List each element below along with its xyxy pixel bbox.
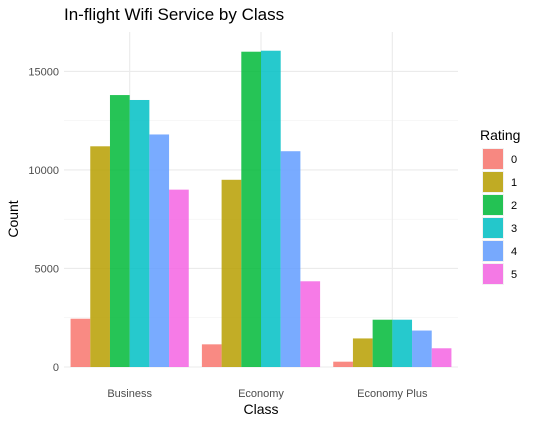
legend-key	[483, 172, 503, 192]
bar	[109, 95, 130, 367]
bar	[372, 319, 393, 367]
bar	[431, 348, 452, 367]
y-axis-title: Count	[5, 200, 21, 237]
legend: Rating 0 1 2 3 4 5	[480, 127, 520, 285]
bar	[333, 361, 353, 367]
y-tick-label: 5000	[35, 263, 59, 275]
x-axis-title: Class	[243, 401, 278, 417]
bar	[129, 99, 150, 367]
y-axis-ticks: 0 5000 10000 15000	[28, 66, 59, 374]
bar	[261, 50, 281, 368]
y-tick-label: 0	[53, 362, 59, 374]
bar	[392, 319, 413, 367]
bar	[412, 330, 432, 367]
legend-label: 3	[511, 223, 517, 235]
legend-label: 1	[511, 177, 517, 189]
chart-title: In-flight Wifi Service by Class	[64, 5, 284, 24]
legend-title: Rating	[480, 127, 520, 143]
legend-label: 2	[511, 200, 517, 212]
y-tick-label: 10000	[28, 165, 59, 177]
bar	[241, 51, 261, 368]
legend-key	[483, 149, 503, 169]
legend-key	[483, 241, 503, 261]
y-tick-label: 15000	[28, 66, 59, 78]
legend-label: 4	[511, 246, 517, 258]
bar	[201, 344, 222, 367]
x-axis-ticks: Business Economy Economy Plus	[107, 388, 428, 400]
bar	[149, 134, 170, 367]
bar	[70, 318, 91, 367]
bar	[221, 179, 242, 367]
x-tick-label: Economy	[238, 388, 284, 400]
legend-key	[483, 218, 503, 238]
bar	[300, 281, 321, 367]
bar	[90, 146, 110, 367]
x-tick-label: Business	[107, 388, 152, 400]
legend-label: 0	[511, 154, 517, 166]
bar	[352, 338, 373, 367]
legend-key	[483, 264, 503, 284]
bar	[169, 189, 189, 367]
x-tick-label: Economy Plus	[357, 388, 428, 400]
bars	[70, 50, 452, 368]
bar	[280, 151, 301, 367]
legend-key	[483, 195, 503, 215]
legend-label: 5	[511, 269, 517, 281]
